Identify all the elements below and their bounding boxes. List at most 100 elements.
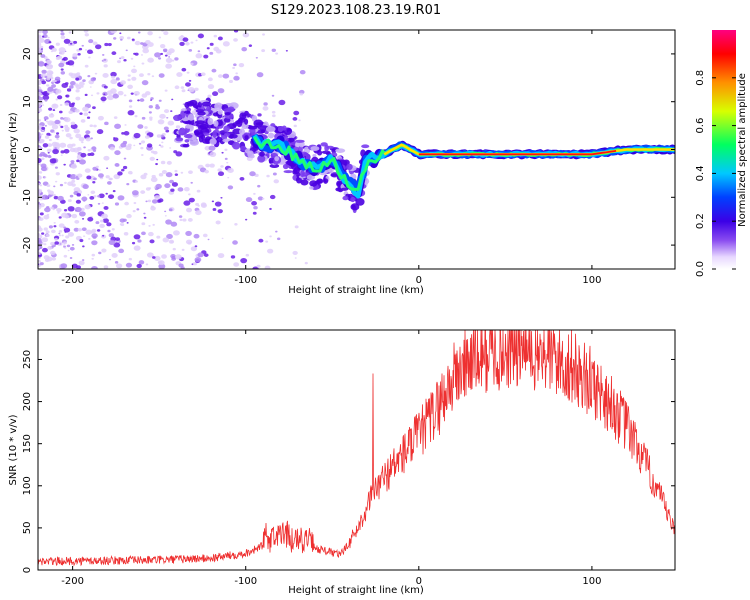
noise-speckle — [275, 52, 279, 55]
noise-speckle — [105, 192, 108, 195]
noise-speckle — [38, 189, 43, 192]
noise-speckle — [194, 257, 202, 263]
noise-speckle — [143, 212, 146, 215]
noise-speckle — [38, 42, 42, 47]
noise-speckle — [152, 223, 155, 226]
noise-speckle — [166, 116, 169, 119]
ridge-blob — [350, 203, 360, 211]
noise-speckle — [141, 62, 145, 65]
noise-speckle — [93, 195, 97, 198]
noise-speckle — [71, 143, 76, 147]
noise-speckle — [38, 30, 42, 33]
snr-x-tick-label: 100 — [582, 576, 601, 587]
noise-speckle — [97, 202, 101, 205]
noise-speckle — [67, 199, 72, 203]
noise-speckle — [261, 197, 265, 200]
noise-speckle — [156, 158, 159, 161]
noise-speckle — [123, 94, 127, 97]
noise-speckle — [69, 42, 73, 45]
noise-speckle — [213, 34, 218, 38]
ridge-blob — [248, 125, 258, 130]
noise-speckle — [119, 36, 124, 40]
ridge-blob — [346, 163, 353, 171]
noise-speckle — [126, 36, 131, 40]
noise-speckle — [118, 248, 125, 254]
ridge-blob — [201, 101, 212, 107]
noise-speckle — [182, 218, 187, 222]
noise-speckle — [43, 116, 49, 120]
noise-speckle — [89, 196, 95, 200]
noise-speckle — [217, 88, 225, 94]
noise-speckle — [132, 209, 136, 213]
noise-speckle — [40, 48, 44, 50]
noise-speckle — [131, 68, 138, 74]
noise-speckle — [115, 77, 120, 81]
noise-speckle — [41, 129, 44, 132]
noise-speckle — [141, 231, 146, 236]
noise-speckle — [96, 92, 100, 95]
snr-y-ticks: 0 50 100 150 200 250 — [22, 350, 675, 573]
noise-speckle — [45, 230, 50, 234]
noise-speckle — [102, 73, 109, 78]
noise-speckle — [108, 194, 115, 199]
noise-speckle — [233, 63, 237, 67]
noise-speckle — [202, 233, 208, 238]
snr-x-ticks: -200 -100 0 100 — [61, 330, 601, 587]
noise-speckle — [139, 98, 145, 102]
noise-speckle — [47, 155, 52, 159]
snr-y-tick-label: 0 — [22, 567, 33, 573]
noise-speckle — [44, 258, 50, 263]
noise-speckle — [187, 218, 193, 222]
ridge-blob — [223, 132, 231, 137]
noise-speckle — [89, 86, 92, 88]
noise-speckle — [46, 59, 52, 65]
noise-speckle — [56, 207, 62, 213]
noise-speckle — [119, 57, 122, 60]
noise-speckle — [109, 258, 111, 261]
noise-speckle — [206, 47, 210, 50]
noise-speckle — [185, 239, 193, 245]
noise-speckle — [117, 195, 125, 201]
noise-speckle — [46, 132, 51, 136]
noise-speckle — [50, 250, 56, 255]
noise-speckle — [163, 31, 169, 36]
noise-speckle — [41, 133, 44, 136]
noise-speckle — [256, 72, 264, 78]
noise-speckle — [127, 110, 135, 116]
noise-speckle — [105, 175, 110, 179]
noise-speckle — [59, 183, 64, 187]
ridge-blob — [194, 120, 205, 125]
noise-speckle — [141, 222, 146, 226]
noise-speckle — [104, 121, 109, 126]
noise-speckle — [44, 99, 48, 102]
noise-speckle — [209, 42, 214, 46]
noise-speckle — [140, 54, 144, 56]
noise-speckle — [163, 126, 169, 131]
noise-speckle — [67, 232, 75, 237]
noise-speckle — [38, 252, 41, 255]
noise-speckle — [81, 141, 84, 144]
noise-speckle — [188, 197, 195, 203]
noise-speckle — [133, 245, 141, 251]
ridge-blob — [231, 141, 241, 150]
noise-speckle — [138, 142, 142, 145]
ridge-blob — [197, 111, 206, 116]
snr-panel: -200 -100 0 100 0 50 100 150 200 250 Height of s… — [8, 329, 676, 596]
spectrogram-y-tick-label: -20 — [22, 237, 33, 253]
noise-speckle — [41, 35, 45, 38]
noise-speckle — [194, 245, 198, 248]
ridge-blob — [342, 195, 349, 201]
noise-speckle — [78, 47, 83, 51]
ridge-blob — [185, 124, 194, 129]
noise-speckle — [125, 49, 128, 52]
noise-speckle — [233, 262, 240, 267]
noise-speckle — [150, 177, 158, 183]
ridge-blob — [283, 170, 294, 174]
noise-speckle — [95, 44, 102, 50]
noise-speckle — [146, 143, 153, 148]
noise-speckle — [218, 74, 223, 78]
noise-speckle — [81, 44, 84, 47]
noise-speckle — [200, 72, 206, 77]
noise-speckle — [116, 60, 121, 64]
noise-speckle — [144, 126, 148, 129]
